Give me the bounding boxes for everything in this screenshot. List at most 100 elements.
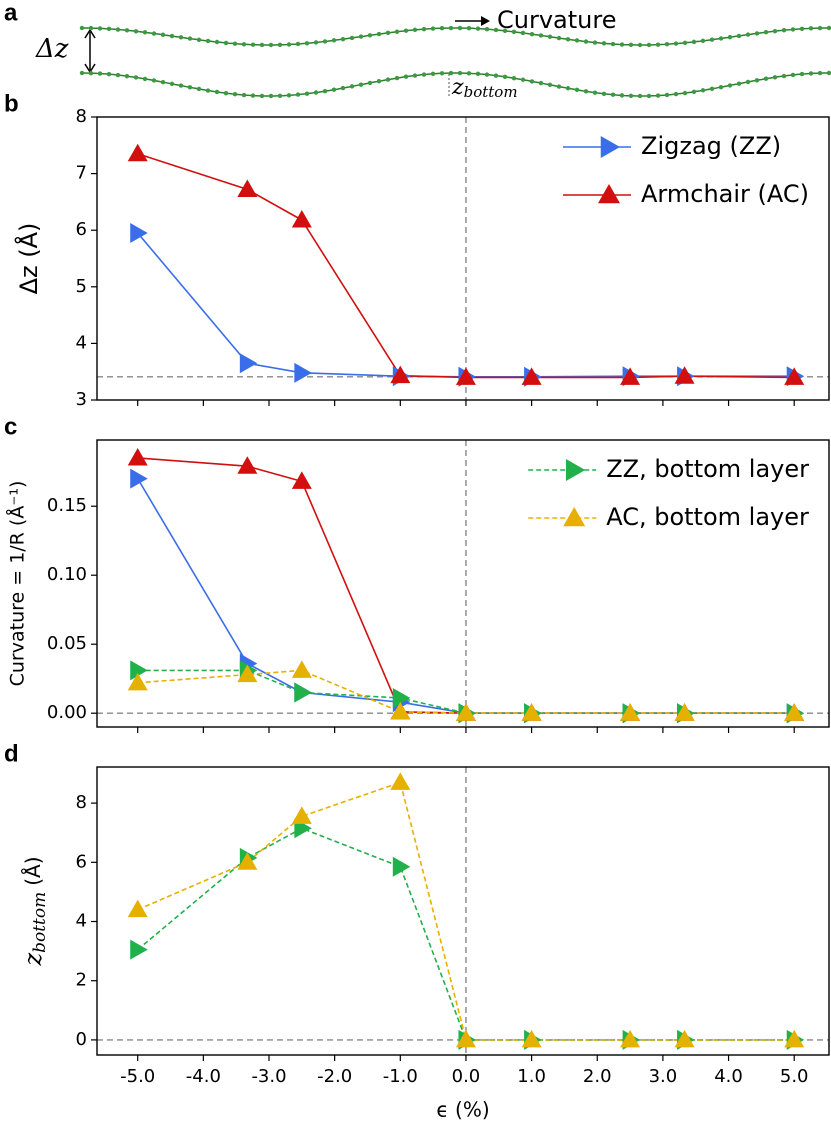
atom bbox=[646, 93, 652, 99]
data-point bbox=[784, 1029, 805, 1048]
y-axis-label: Δz (Å) bbox=[14, 223, 43, 295]
data-point bbox=[390, 701, 411, 720]
atom bbox=[421, 26, 427, 32]
legend-marker bbox=[563, 507, 586, 527]
y-axis-label: zbottom (Å) bbox=[19, 856, 50, 966]
panel-label: d bbox=[4, 740, 19, 767]
atom bbox=[277, 93, 283, 98]
atom bbox=[736, 33, 742, 39]
atom bbox=[196, 86, 202, 92]
atom bbox=[304, 91, 310, 96]
atom bbox=[250, 42, 256, 47]
data-point bbox=[130, 468, 148, 489]
data-point bbox=[521, 703, 542, 721]
atom bbox=[493, 73, 499, 78]
atom bbox=[664, 92, 670, 98]
legend: ZZ, bottom layer AC, bottom layer bbox=[528, 455, 809, 531]
data-point bbox=[291, 806, 312, 824]
atom bbox=[367, 80, 373, 86]
atom bbox=[259, 93, 265, 99]
schematic: a Δz Curvature zbottom bbox=[4, 0, 831, 101]
legend-label: ZZ, bottom layer bbox=[606, 455, 809, 483]
atom bbox=[286, 93, 292, 98]
atom bbox=[808, 71, 814, 76]
data-point bbox=[521, 367, 542, 385]
data-point bbox=[294, 362, 312, 383]
panel: b 3 4 5 6 7 8 Δz (Å) Zigzag (ZZ) Armchair (AC) bbox=[4, 90, 830, 410]
atom bbox=[574, 87, 580, 93]
atom bbox=[511, 76, 517, 81]
atom bbox=[214, 39, 220, 45]
atom bbox=[466, 71, 472, 76]
y-label-unit: (Å) bbox=[21, 856, 45, 885]
x-tick-label: 1.0 bbox=[517, 1066, 546, 1087]
data-point bbox=[291, 660, 312, 678]
data-point bbox=[291, 471, 312, 489]
atom bbox=[691, 39, 697, 45]
atom bbox=[124, 73, 130, 79]
atom bbox=[592, 40, 598, 45]
atom bbox=[79, 70, 85, 76]
atom bbox=[376, 79, 382, 84]
atom bbox=[430, 26, 436, 31]
plot-frame bbox=[96, 766, 830, 1056]
y-tick-label: 5 bbox=[76, 276, 87, 297]
atom bbox=[340, 36, 346, 42]
x-tick-label: -1.0 bbox=[383, 1066, 418, 1087]
atom bbox=[601, 41, 607, 46]
atom bbox=[178, 35, 184, 40]
atom bbox=[637, 93, 643, 99]
x-tick-label: 4.0 bbox=[714, 1066, 743, 1087]
legend-marker bbox=[565, 459, 586, 481]
atom bbox=[484, 72, 490, 77]
legend-marker bbox=[598, 184, 620, 204]
x-tick-label: 0.0 bbox=[452, 1066, 481, 1087]
delta-label: Δz bbox=[35, 34, 69, 64]
atom bbox=[781, 28, 787, 33]
atom bbox=[556, 84, 562, 89]
atom bbox=[439, 26, 445, 31]
atom bbox=[610, 41, 616, 47]
atom bbox=[403, 74, 409, 79]
atom bbox=[376, 31, 382, 37]
atom bbox=[88, 25, 94, 31]
atom bbox=[88, 70, 94, 76]
atom bbox=[241, 42, 247, 47]
data-point bbox=[390, 772, 411, 790]
atom bbox=[493, 27, 499, 33]
data-point bbox=[455, 1029, 476, 1048]
atom bbox=[646, 42, 652, 48]
legend-label: Zigzag (ZZ) bbox=[641, 132, 781, 160]
atom bbox=[421, 72, 427, 77]
y-tick-label: 7 bbox=[76, 163, 87, 184]
atom bbox=[223, 40, 229, 46]
y-tick-label: 3 bbox=[76, 389, 87, 410]
data-point bbox=[127, 447, 148, 466]
atom bbox=[700, 88, 706, 93]
data-point bbox=[239, 353, 258, 374]
atom bbox=[736, 81, 742, 86]
atom bbox=[817, 70, 823, 76]
legend-label: AC, bottom layer bbox=[606, 503, 809, 531]
legend: Zigzag (ZZ) Armchair (AC) bbox=[563, 132, 809, 208]
atom bbox=[187, 36, 193, 41]
atom bbox=[727, 83, 733, 88]
atom bbox=[178, 83, 184, 88]
atom bbox=[358, 34, 364, 39]
atom bbox=[79, 25, 85, 31]
panel-label: b bbox=[4, 90, 19, 117]
data-point bbox=[455, 367, 476, 385]
panel: d 0 2 4 6 8 -5.0 -4.0 -3.0 -2.0 -1.0 0.0 1.0 2.0 3.0 4.… bbox=[4, 740, 830, 1122]
data-point bbox=[674, 1029, 695, 1048]
data-point bbox=[237, 664, 258, 683]
data-point bbox=[674, 703, 695, 721]
atom bbox=[430, 71, 436, 76]
atom bbox=[664, 42, 670, 47]
data-point bbox=[291, 210, 312, 228]
atom bbox=[394, 75, 400, 81]
y-tick-label: 0.05 bbox=[47, 633, 87, 654]
atom bbox=[826, 25, 831, 31]
legend-marker bbox=[600, 136, 620, 158]
atom bbox=[97, 71, 103, 76]
